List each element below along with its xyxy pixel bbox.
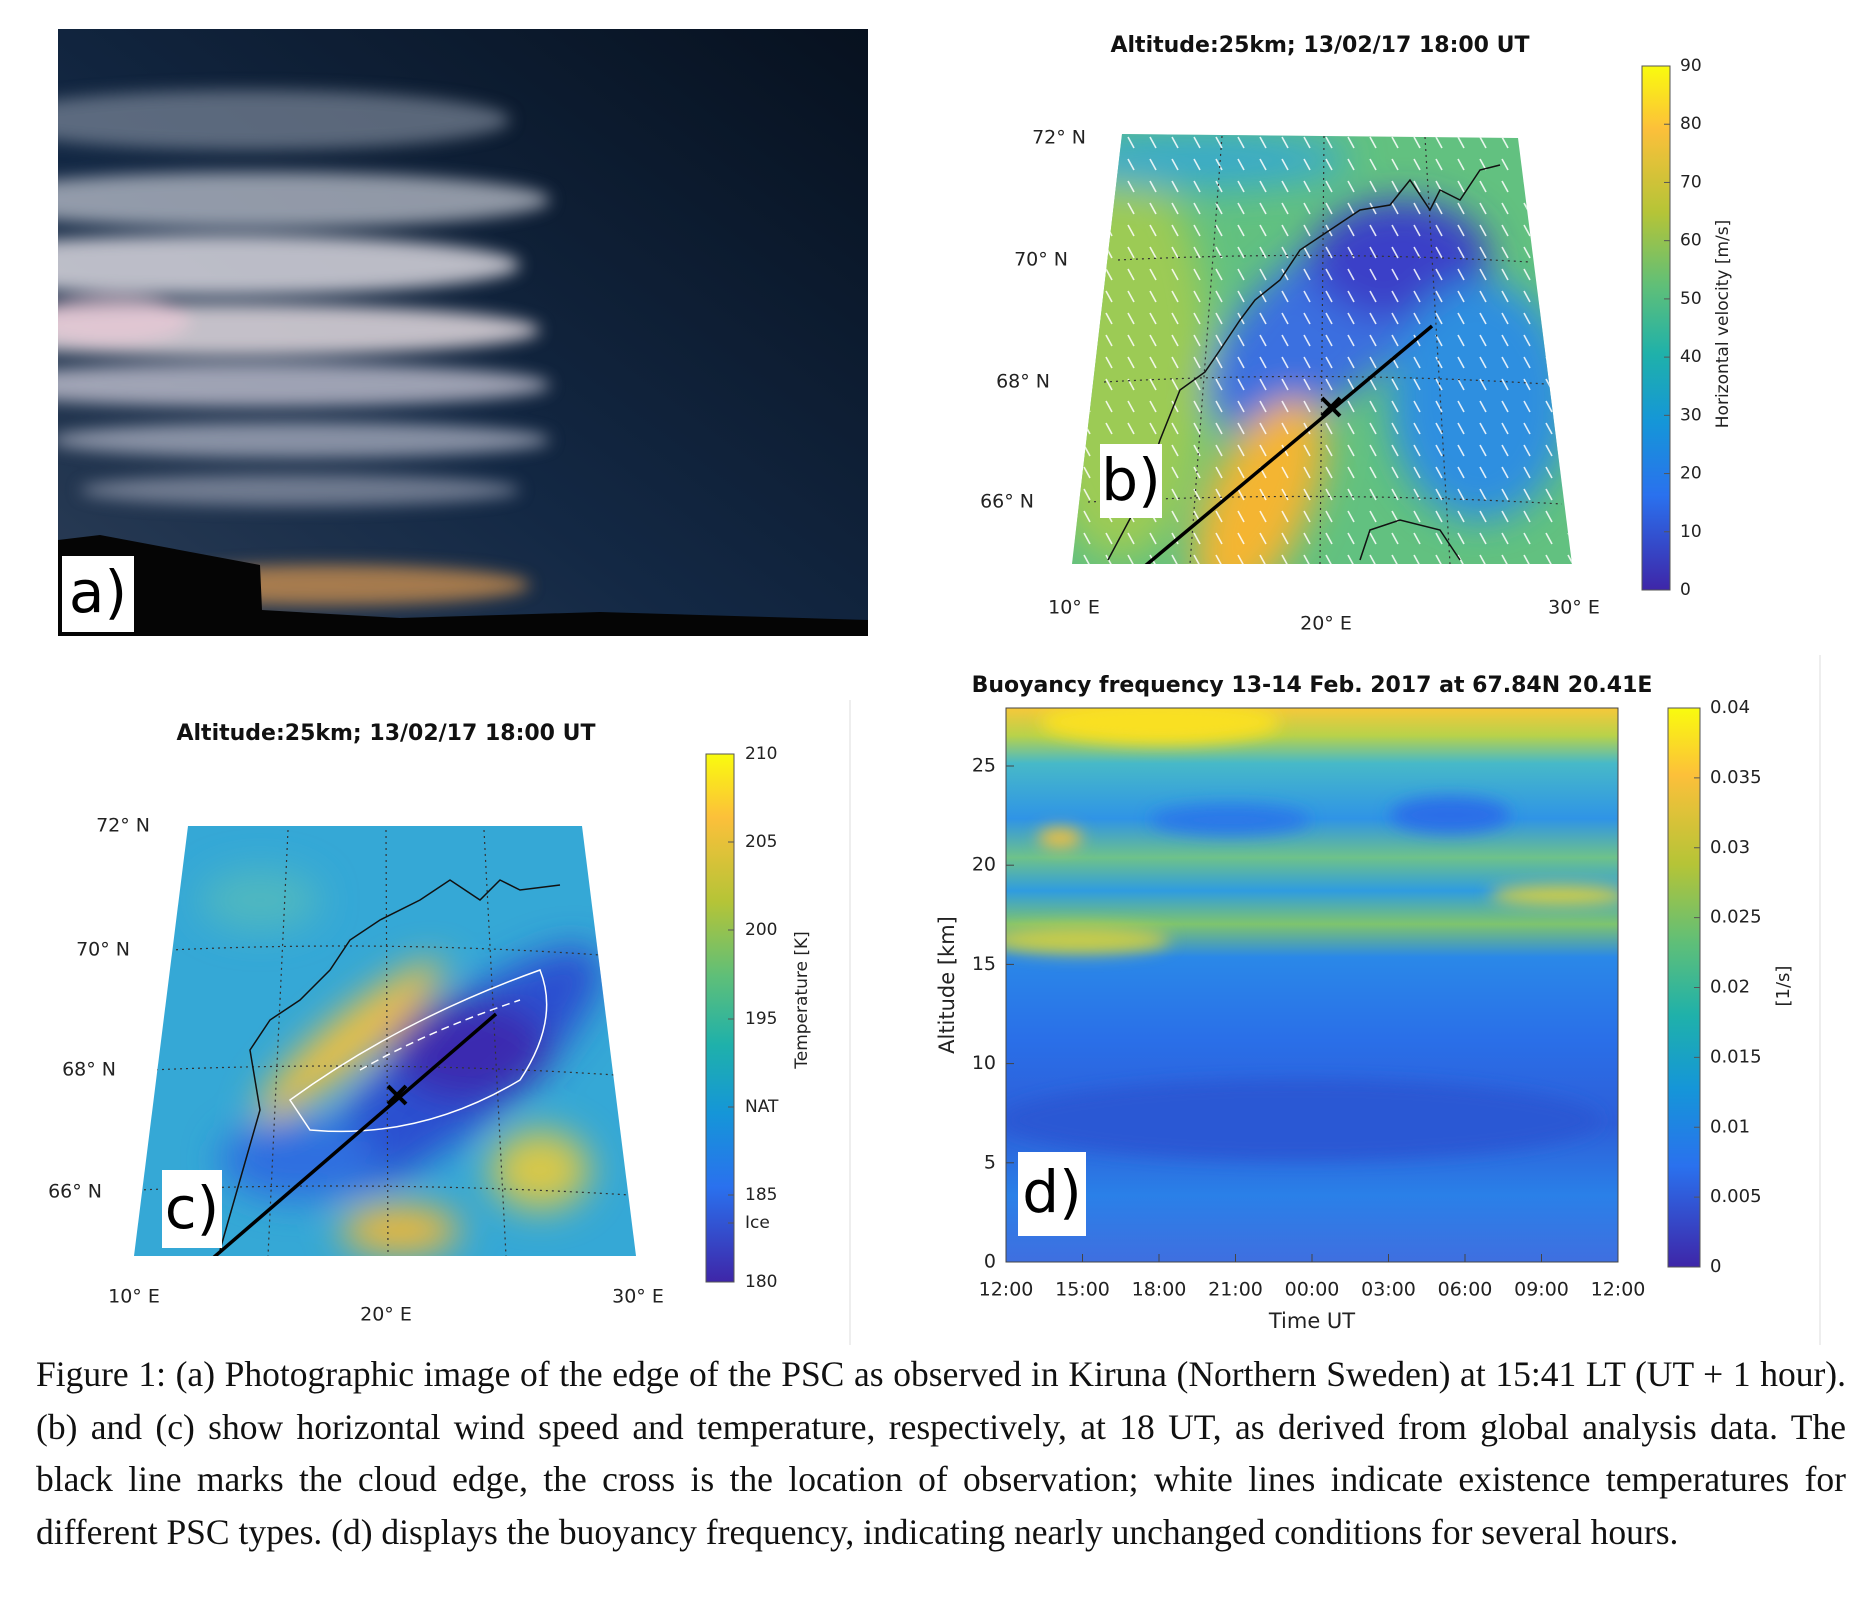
panel-label-box [1018,1152,1086,1236]
lon-label: 10° E [1048,597,1100,619]
colorbar-tick-label: 0 [1680,580,1691,600]
colorbar-tick-label: 90 [1680,56,1702,76]
axis-label: Time UT [1268,1309,1355,1333]
temperature-map [134,826,636,1256]
figure: a) b) [48,29,1821,1345]
x-tick-label: 00:00 [1285,1279,1340,1301]
panel-label: d) [1022,1158,1081,1226]
lon-label: 30° E [612,1286,664,1308]
y-tick-label: 15 [972,953,996,975]
lon-label: 30° E [1548,597,1600,619]
x-tick-label: 15:00 [1055,1279,1110,1301]
colorbar [1641,65,1671,591]
panel-title: Altitude:25km; 13/02/17 18:00 UT [176,721,595,746]
panel-label: b) [1101,446,1160,514]
colorbar-tick-label: 10 [1680,522,1702,542]
panel-label-box [62,556,134,632]
axis-label: Altitude [km] [935,916,959,1054]
x-tick-label: 21:00 [1208,1279,1263,1301]
lon-label: 20° E [360,1304,412,1326]
colorbar-tick-label: 0.03 [1710,837,1750,858]
x-tick-label: 12:00 [979,1279,1034,1301]
colorbar-label: Temperature [K] [792,931,812,1070]
colorbar-tick-label: 50 [1680,289,1702,309]
colorbar-label: [1/s] [1773,966,1794,1007]
panel-label-box [162,1170,222,1248]
colorbar-tick-label: 200 [745,920,777,940]
lat-label: 70° N [1014,249,1068,271]
y-tick-label: 5 [984,1151,996,1173]
y-tick-label: 0 [984,1251,996,1273]
x-tick-label: 18:00 [1132,1279,1187,1301]
panel-label: c) [165,1174,220,1242]
colorbar-tick-label: 0.025 [1710,907,1762,928]
colorbar-tick-label: NAT [745,1097,779,1117]
panel-title: Buoyancy frequency 13-14 Feb. 2017 at 67… [972,673,1653,698]
lat-label: 66° N [48,1181,102,1203]
colorbar-tick-label: 0.01 [1710,1116,1750,1137]
colorbar-label: Horizontal velocity [m/s] [1713,220,1733,428]
lat-label: 68° N [996,371,1050,393]
colorbar-tick-label: 60 [1680,231,1702,251]
y-tick-label: 25 [972,755,996,777]
colorbar-tick-label: 0 [1710,1256,1721,1277]
x-tick-label: 03:00 [1361,1279,1416,1301]
panel-label-box [1100,444,1162,518]
colorbar-tick-label: 0.035 [1710,767,1762,788]
wind-map [1072,134,1572,564]
y-tick-label: 10 [972,1052,996,1074]
colorbar-tick-label: 80 [1680,114,1702,134]
panel-label: a) [69,558,127,626]
colorbar-tick-label: 195 [745,1009,777,1029]
colorbar-tick-label: 30 [1680,405,1702,425]
colorbar-tick-label: 185 [745,1185,777,1205]
panel-title: Altitude:25km; 13/02/17 18:00 UT [1110,33,1529,58]
lon-label: 10° E [108,1286,160,1308]
y-tick-label: 20 [972,854,996,876]
colorbar-tick-label: 0.015 [1710,1046,1762,1067]
lon-label: 20° E [1300,613,1352,635]
lat-label: 72° N [96,815,150,837]
lat-label: 68° N [62,1059,116,1081]
caption: Figure 1: (a) Photographic image of the … [36,1354,1846,1552]
colorbar-tick-label: 210 [745,744,777,764]
colorbar-tick-label: 205 [745,832,777,852]
lat-label: 66° N [980,491,1034,513]
x-tick-label: 06:00 [1438,1279,1493,1301]
colorbar-tick-label: 20 [1680,464,1702,484]
colorbar-tick-label: Ice [745,1213,770,1233]
colorbar-tick-label: 180 [745,1272,777,1292]
lat-label: 70° N [76,939,130,961]
colorbar [705,753,735,1283]
colorbar-tick-label: 0.04 [1710,697,1750,718]
lat-label: 72° N [1032,127,1086,149]
colorbar-tick-label: 0.005 [1710,1186,1762,1207]
heatmap [1006,708,1618,1262]
colorbar-tick-label: 40 [1680,347,1702,367]
colorbar-tick-label: 70 [1680,172,1702,192]
x-tick-label: 12:00 [1591,1279,1646,1301]
photo [58,29,868,636]
x-tick-label: 09:00 [1514,1279,1569,1301]
colorbar-tick-label: 0.02 [1710,977,1750,998]
